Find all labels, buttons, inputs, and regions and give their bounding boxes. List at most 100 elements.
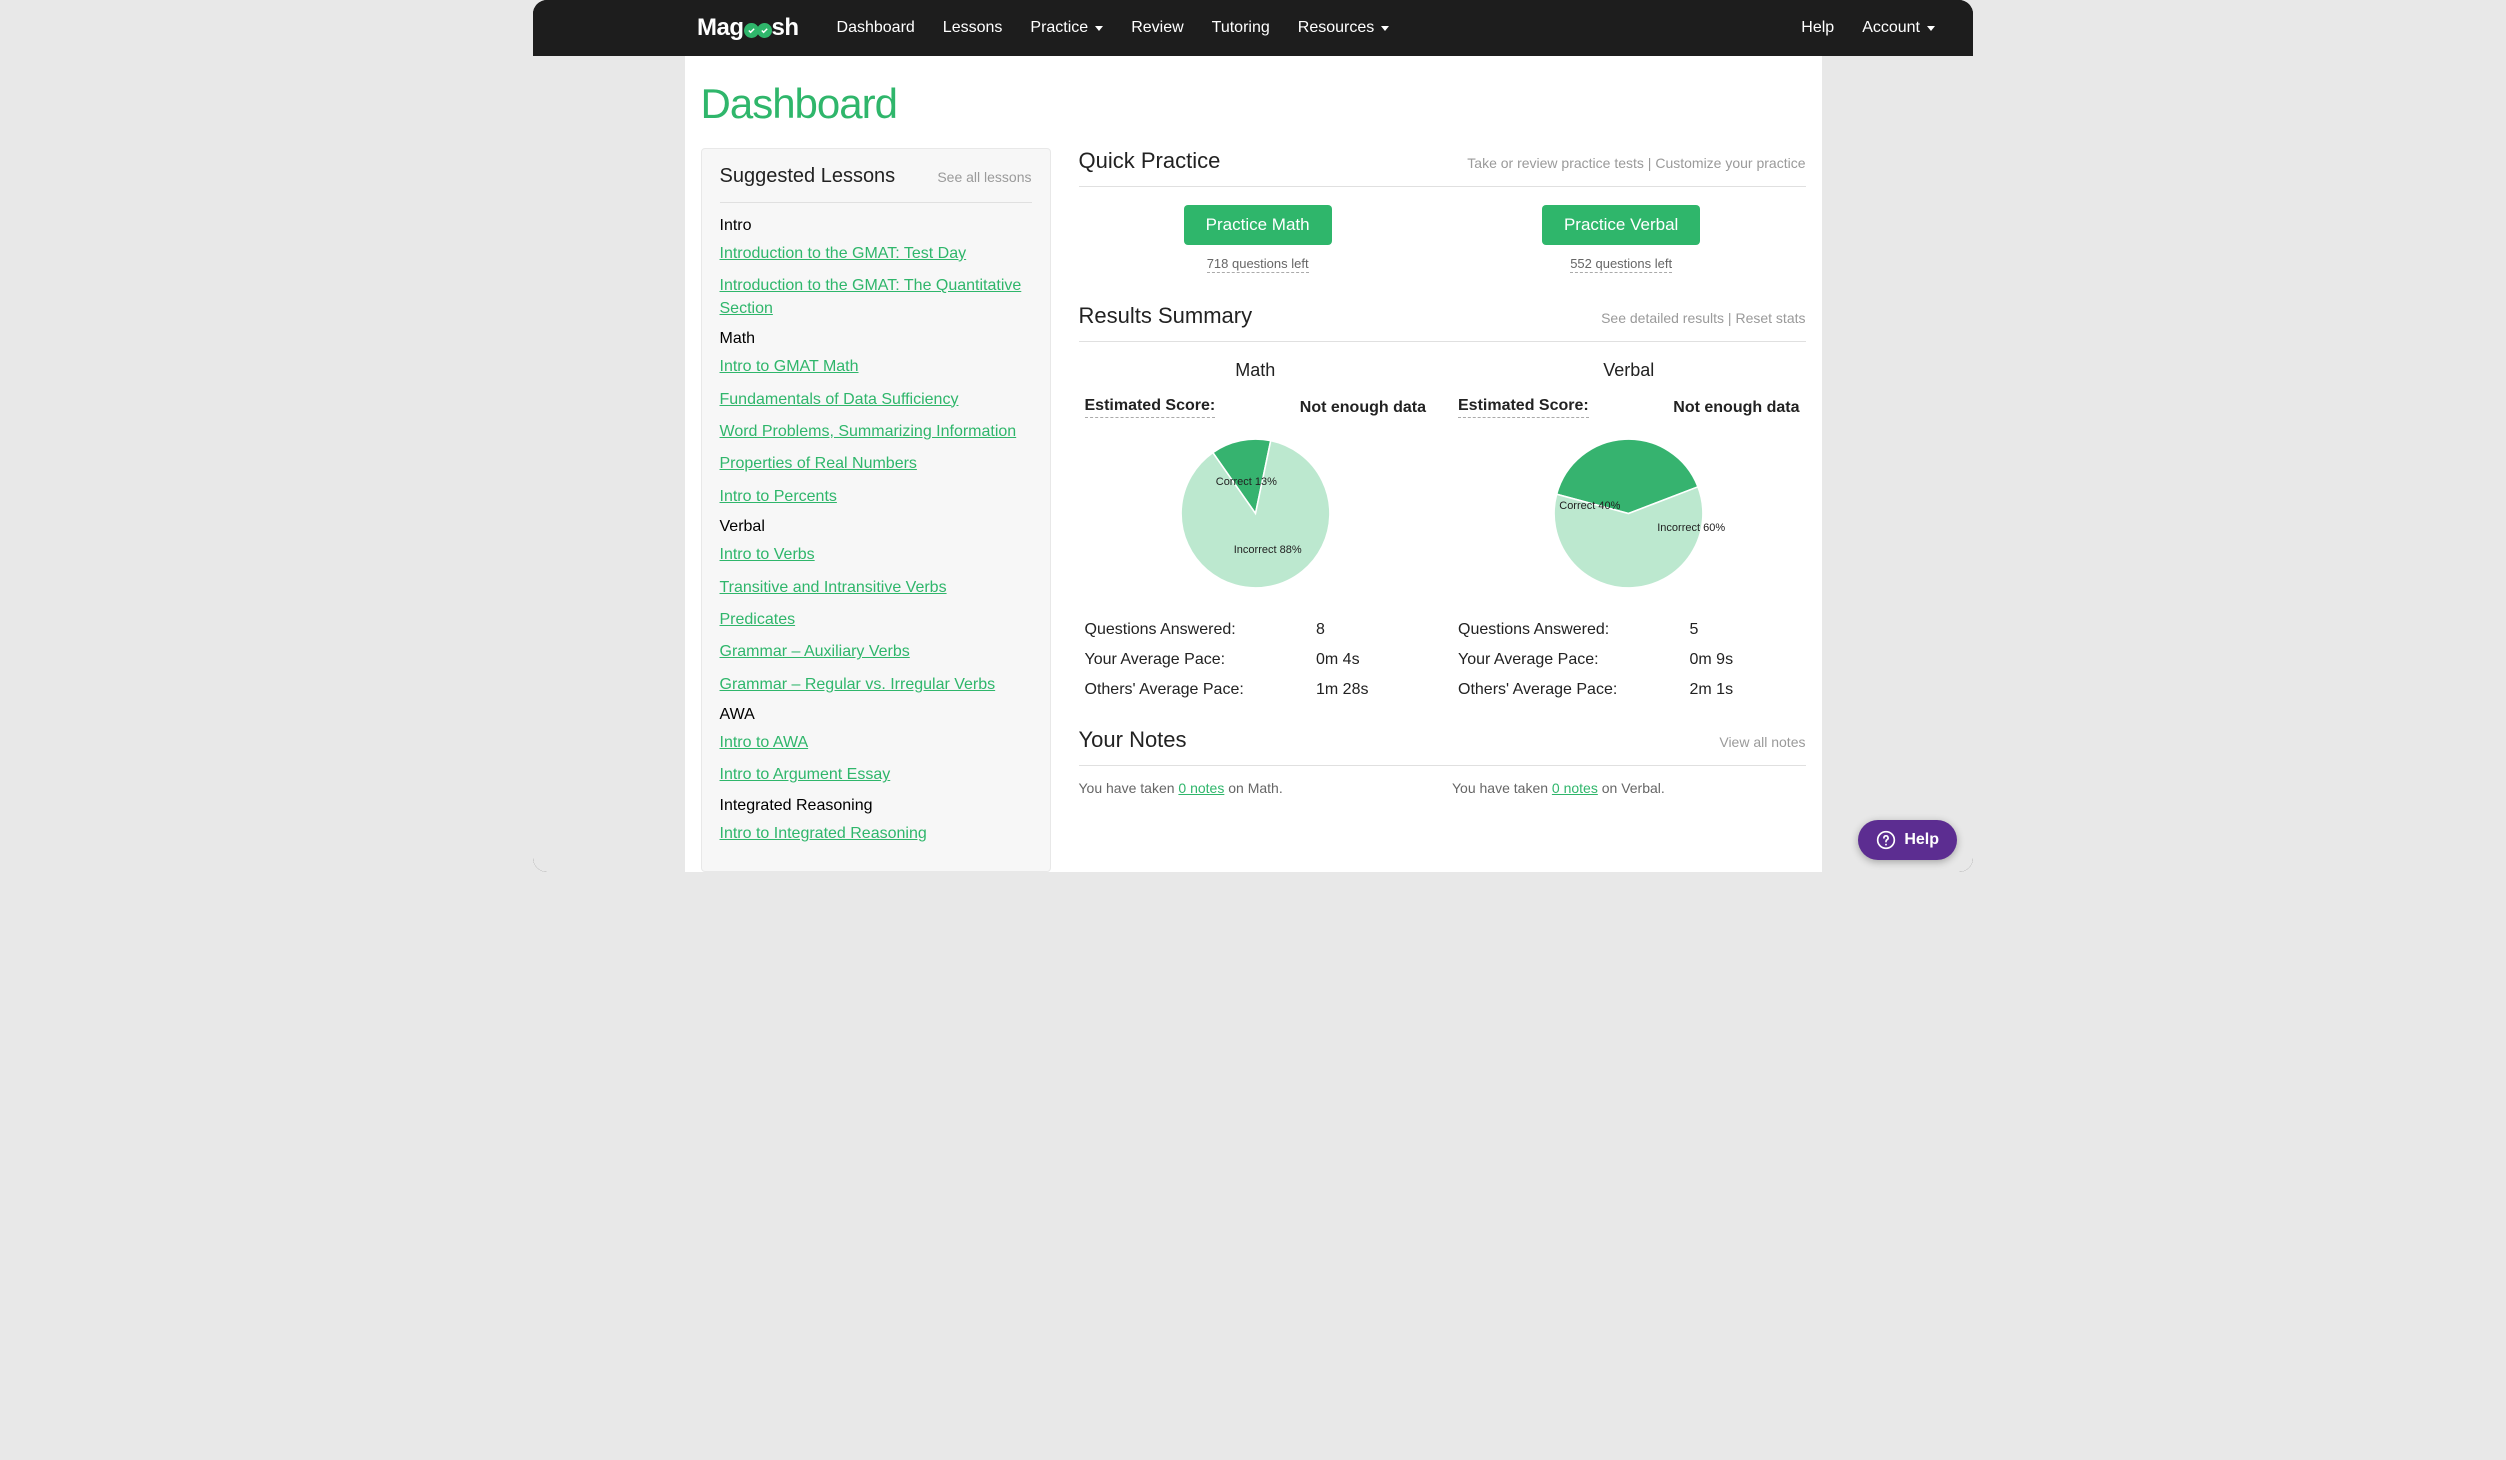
container: Dashboard Suggested Lessons See all less… — [685, 56, 1822, 872]
main-column: Quick Practice Take or review practice t… — [1079, 148, 1806, 796]
stat-value: 2m 1s — [1690, 681, 1800, 699]
stat-label: Questions Answered: — [1458, 621, 1690, 639]
math-title: Math — [1079, 360, 1433, 381]
nav-links-left: Dashboard Lessons Practice Review Tutori… — [823, 19, 1404, 37]
notes-verbal-text: You have taken 0 notes on Verbal. — [1452, 780, 1806, 796]
notes-verbal-link[interactable]: 0 notes — [1552, 780, 1598, 796]
lesson-link[interactable]: Grammar – Regular vs. Irregular Verbs — [720, 674, 1032, 696]
suggested-lessons-panel: Suggested Lessons See all lessons IntroI… — [701, 148, 1051, 872]
see-all-lessons-link[interactable]: See all lessons — [937, 169, 1031, 185]
view-all-notes-link[interactable]: View all notes — [1719, 734, 1805, 750]
practice-verbal-block: Practice Verbal 552 questions left — [1542, 205, 1700, 273]
stat-value: 8 — [1316, 621, 1426, 639]
nav-links-right: Help Account — [1787, 19, 1949, 37]
sidebar-title: Suggested Lessons — [720, 165, 896, 188]
lesson-category: Verbal — [720, 518, 1032, 536]
chevron-down-icon — [1381, 26, 1389, 31]
lesson-link[interactable]: Transitive and Intransitive Verbs — [720, 577, 1032, 599]
chevron-down-icon — [1095, 26, 1103, 31]
notes-math-text: You have taken 0 notes on Math. — [1079, 780, 1433, 796]
verbal-score-value: Not enough data — [1673, 399, 1799, 417]
math-pie-chart: Correct 13% Incorrect 88% — [1178, 436, 1333, 591]
stat-value: 0m 9s — [1690, 651, 1800, 669]
nav-dashboard[interactable]: Dashboard — [823, 19, 929, 37]
lesson-category: Integrated Reasoning — [720, 797, 1032, 815]
math-questions-left[interactable]: 718 questions left — [1207, 256, 1309, 273]
help-widget-label: Help — [1904, 831, 1939, 849]
nav-account[interactable]: Account — [1848, 19, 1949, 37]
stat-label: Your Average Pace: — [1085, 651, 1317, 669]
verbal-questions-left[interactable]: 552 questions left — [1570, 256, 1672, 273]
lesson-link[interactable]: Predicates — [720, 609, 1032, 631]
lesson-link[interactable]: Intro to Verbs — [720, 544, 1032, 566]
verbal-pie-chart: Correct 40% Incorrect 60% — [1551, 436, 1706, 591]
lesson-link[interactable]: Intro to GMAT Math — [720, 356, 1032, 378]
nav-review[interactable]: Review — [1117, 19, 1197, 37]
content-area: Dashboard Suggested Lessons See all less… — [533, 56, 1973, 872]
logo-text-post: sh — [772, 14, 799, 42]
lesson-category: Math — [720, 330, 1032, 348]
logo-checks-icon — [745, 23, 771, 38]
practice-math-button[interactable]: Practice Math — [1184, 205, 1332, 245]
nav-help[interactable]: Help — [1787, 19, 1848, 37]
verbal-score-label: Estimated Score: — [1458, 397, 1589, 418]
page-title: Dashboard — [701, 80, 1806, 128]
brand-logo[interactable]: Mag sh — [697, 14, 799, 42]
stat-value: 0m 4s — [1316, 651, 1426, 669]
lesson-link[interactable]: Properties of Real Numbers — [720, 453, 1032, 475]
math-score-label: Estimated Score: — [1085, 397, 1216, 418]
nav-resources[interactable]: Resources — [1284, 19, 1403, 37]
help-icon — [1876, 830, 1896, 850]
nav-lessons[interactable]: Lessons — [929, 19, 1017, 37]
results-links: See detailed results | Reset stats — [1601, 310, 1805, 326]
quick-practice-panel: Quick Practice Take or review practice t… — [1079, 148, 1806, 273]
lesson-link[interactable]: Intro to Integrated Reasoning — [720, 823, 1032, 845]
math-correct-label: Correct 13% — [1216, 476, 1277, 488]
results-summary-panel: Results Summary See detailed results | R… — [1079, 303, 1806, 705]
verbal-correct-label: Correct 40% — [1559, 500, 1620, 512]
stat-label: Others' Average Pace: — [1085, 681, 1317, 699]
stat-label: Questions Answered: — [1085, 621, 1317, 639]
verbal-title: Verbal — [1452, 360, 1806, 381]
app-window: Mag sh Dashboard Lessons Practice Review… — [533, 0, 1973, 872]
customize-practice-link[interactable]: Customize your practice — [1655, 155, 1805, 171]
stat-value: 5 — [1690, 621, 1800, 639]
practice-verbal-button[interactable]: Practice Verbal — [1542, 205, 1700, 245]
stat-label: Others' Average Pace: — [1458, 681, 1690, 699]
see-detailed-results-link[interactable]: See detailed results — [1601, 310, 1724, 326]
stat-label: Your Average Pace: — [1458, 651, 1690, 669]
lesson-link[interactable]: Fundamentals of Data Sufficiency — [720, 389, 1032, 411]
nav-tutoring[interactable]: Tutoring — [1198, 19, 1284, 37]
lesson-category: Intro — [720, 217, 1032, 235]
help-widget-button[interactable]: Help — [1858, 820, 1957, 860]
quick-practice-title: Quick Practice — [1079, 148, 1221, 174]
lesson-link[interactable]: Word Problems, Summarizing Information — [720, 421, 1032, 443]
your-notes-panel: Your Notes View all notes You have taken… — [1079, 727, 1806, 796]
lesson-groups: Intro Introduction to the GMAT: Test Day I… — [720, 217, 1032, 845]
math-incorrect-label: Incorrect 88% — [1234, 544, 1302, 556]
math-score-value: Not enough data — [1300, 399, 1426, 417]
lesson-category: AWA — [720, 706, 1032, 724]
chevron-down-icon — [1927, 26, 1935, 31]
verbal-stats: Questions Answered:5 Your Average Pace:0… — [1452, 615, 1806, 705]
results-verbal-column: Verbal Estimated Score: Not enough data … — [1452, 360, 1806, 705]
lesson-link[interactable]: Intro to Percents — [720, 486, 1032, 508]
notes-title: Your Notes — [1079, 727, 1187, 753]
quick-practice-links: Take or review practice tests | Customiz… — [1467, 155, 1805, 171]
results-title: Results Summary — [1079, 303, 1253, 329]
lesson-link[interactable]: Grammar – Auxiliary Verbs — [720, 641, 1032, 663]
logo-text-pre: Mag — [697, 14, 744, 42]
lesson-link[interactable]: Introduction to the GMAT: The Quantitati… — [720, 275, 1032, 320]
nav-practice[interactable]: Practice — [1016, 19, 1117, 37]
lesson-link[interactable]: Intro to Argument Essay — [720, 764, 1032, 786]
results-math-column: Math Estimated Score: Not enough data Co… — [1079, 360, 1433, 705]
lesson-link[interactable]: Intro to AWA — [720, 732, 1032, 754]
practice-math-block: Practice Math 718 questions left — [1184, 205, 1332, 273]
navbar: Mag sh Dashboard Lessons Practice Review… — [533, 0, 1973, 56]
verbal-incorrect-label: Incorrect 60% — [1657, 522, 1725, 534]
notes-math-link[interactable]: 0 notes — [1178, 780, 1224, 796]
lesson-link[interactable]: Introduction to the GMAT: Test Day — [720, 243, 1032, 265]
stat-value: 1m 28s — [1316, 681, 1426, 699]
reset-stats-link[interactable]: Reset stats — [1735, 310, 1805, 326]
take-practice-tests-link[interactable]: Take or review practice tests — [1467, 155, 1644, 171]
